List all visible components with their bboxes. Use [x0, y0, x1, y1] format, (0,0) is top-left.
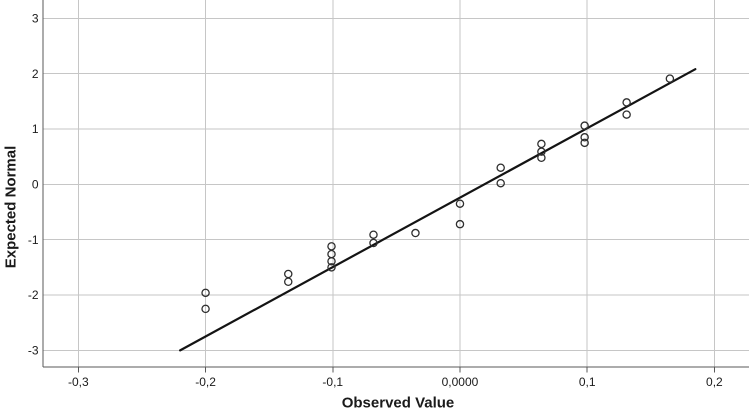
y-tick-label: -3 — [28, 344, 39, 358]
data-point-marker — [455, 199, 465, 208]
data-point-marker — [284, 269, 293, 279]
x-tick-label: 0,2 — [706, 375, 723, 389]
y-tick-label: 0 — [32, 178, 39, 192]
x-tick-label: 0,1 — [579, 375, 596, 389]
data-point-marker — [327, 242, 336, 251]
data-point-marker — [201, 288, 210, 298]
y-tick-label: 1 — [32, 122, 39, 136]
x-tick-label: 0,0000 — [442, 375, 479, 389]
data-point-marker — [537, 139, 546, 149]
data-point-marker — [411, 228, 420, 238]
data-point-marker — [537, 147, 546, 156]
data-point-marker — [327, 257, 336, 266]
x-axis-title: Observed Value — [341, 394, 455, 412]
data-point-marker — [284, 277, 293, 287]
x-tick-label: -0,1 — [322, 375, 343, 389]
data-point-marker — [665, 74, 675, 83]
y-tick-label: -2 — [28, 288, 39, 302]
data-point-marker — [580, 138, 589, 148]
y-tick-label: 2 — [32, 67, 39, 81]
data-point-marker — [327, 263, 336, 272]
y-tick-label: -1 — [28, 233, 39, 247]
data-point-marker — [580, 133, 589, 142]
y-axis-title: Expected Normal — [2, 145, 20, 269]
data-point-marker — [622, 110, 631, 119]
data-point-marker — [537, 153, 546, 163]
data-point-marker — [580, 121, 589, 130]
normal-fit-line — [179, 68, 697, 352]
data-point-marker — [496, 178, 505, 188]
data-point-marker — [201, 304, 210, 314]
data-point-marker — [622, 98, 631, 107]
x-tick-label: -0,3 — [68, 375, 89, 389]
data-point-marker — [369, 238, 378, 248]
data-point-marker — [327, 249, 336, 259]
data-point-marker — [369, 230, 378, 239]
data-point-marker — [455, 219, 465, 229]
x-tick-label: -0,2 — [195, 375, 216, 389]
y-tick-label: 3 — [32, 11, 39, 25]
data-point-marker — [496, 163, 505, 172]
